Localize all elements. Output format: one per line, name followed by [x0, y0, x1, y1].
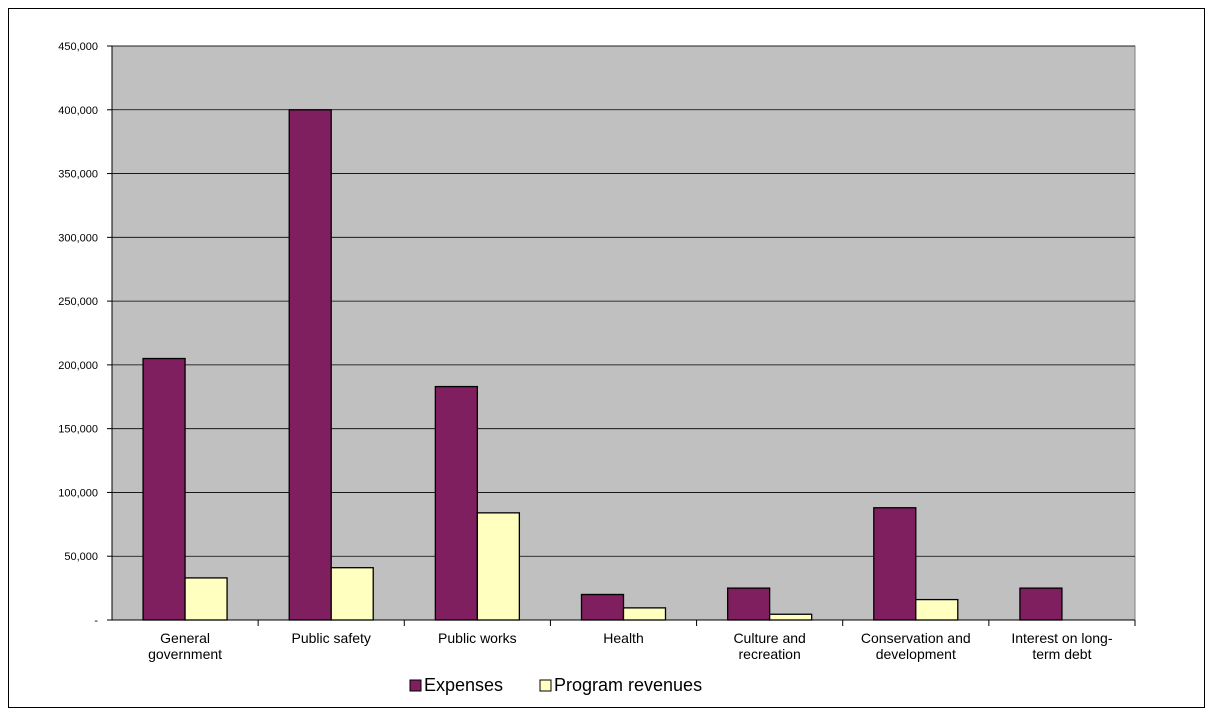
y-tick-label: 100,000 — [58, 487, 98, 499]
program-revenues-bar — [915, 598, 959, 621]
program-revenues-bar — [184, 577, 228, 621]
x-category-label: recreation — [739, 646, 801, 662]
y-tick-label: - — [94, 615, 98, 627]
y-tick-label: 350,000 — [58, 169, 98, 181]
x-category-label: Public works — [438, 630, 517, 646]
program-revenues-bar — [622, 607, 667, 621]
expenses-bar — [1019, 587, 1063, 621]
expenses-bar — [142, 357, 186, 621]
y-tick-label: 400,000 — [58, 105, 98, 117]
x-category-label: Interest on long- — [1011, 630, 1113, 646]
x-category-label: government — [148, 646, 222, 662]
expenses-bar — [580, 593, 625, 621]
program-revenues-bar — [768, 613, 813, 621]
y-tick-label: 450,000 — [58, 41, 98, 53]
program-revenues-bar — [330, 567, 374, 621]
y-tick-label: 150,000 — [58, 424, 98, 436]
x-category-label: Public safety — [292, 630, 371, 646]
x-category-label: General — [160, 630, 210, 646]
x-category-label: Conservation and — [861, 630, 971, 646]
y-tick-label: 250,000 — [58, 296, 98, 308]
legend-swatch-expenses — [409, 679, 422, 692]
expenses-bar — [726, 587, 771, 621]
x-category-label: term debt — [1032, 646, 1091, 662]
x-category-label: development — [876, 646, 956, 662]
y-tick-label: 50,000 — [64, 551, 98, 563]
legend-label-expenses: Expenses — [424, 675, 503, 695]
expenses-bar — [434, 385, 479, 621]
legend-swatch-program-revenues — [539, 679, 552, 692]
y-tick-label: 200,000 — [58, 360, 98, 372]
y-tick-label: 300,000 — [58, 232, 98, 244]
legend-label-program-revenues: Program revenues — [554, 675, 702, 695]
expenses-bar — [288, 109, 332, 621]
plot-area — [111, 45, 1136, 621]
x-category-label: Health — [603, 630, 643, 646]
expenses-bar — [873, 507, 917, 621]
x-category-label: Culture and — [733, 630, 805, 646]
program-revenues-bar — [476, 512, 521, 621]
